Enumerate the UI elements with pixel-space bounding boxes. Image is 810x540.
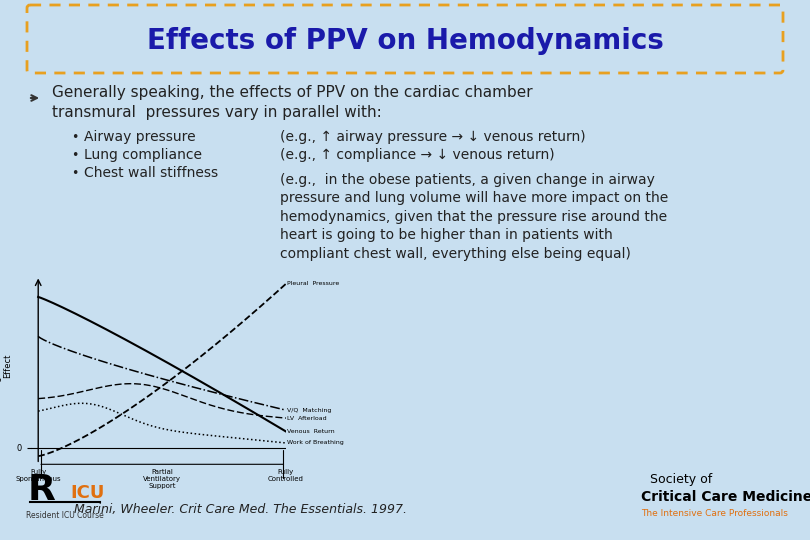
Text: ICU: ICU bbox=[70, 484, 104, 502]
Y-axis label: Magnitude of
Effect: Magnitude of Effect bbox=[0, 338, 12, 394]
Text: (e.g., ↑ airway pressure → ↓ venous return): (e.g., ↑ airway pressure → ↓ venous retu… bbox=[280, 130, 586, 144]
Text: V/Q  Matching: V/Q Matching bbox=[288, 408, 331, 413]
FancyBboxPatch shape bbox=[27, 5, 783, 73]
Text: Critical Care Medicine: Critical Care Medicine bbox=[641, 490, 810, 504]
Text: Society of: Society of bbox=[650, 474, 712, 487]
Text: •: • bbox=[71, 166, 79, 179]
Text: Partial
Ventilatory
Support: Partial Ventilatory Support bbox=[143, 469, 181, 489]
Text: Venous  Return: Venous Return bbox=[288, 429, 335, 434]
Text: LV  Afterload: LV Afterload bbox=[288, 416, 326, 421]
Text: R: R bbox=[28, 473, 56, 507]
Text: •: • bbox=[71, 148, 79, 161]
Text: transmural  pressures vary in parallel with:: transmural pressures vary in parallel wi… bbox=[52, 105, 382, 120]
Text: (e.g.,  in the obese patients, a given change in airway
pressure and lung volume: (e.g., in the obese patients, a given ch… bbox=[280, 173, 668, 261]
Text: (e.g., ↑ compliance → ↓ venous return): (e.g., ↑ compliance → ↓ venous return) bbox=[280, 148, 555, 162]
Text: Generally speaking, the effects of PPV on the cardiac chamber: Generally speaking, the effects of PPV o… bbox=[52, 85, 533, 100]
Text: Marini, Wheeler. Crit Care Med. The Essentials. 1997.: Marini, Wheeler. Crit Care Med. The Esse… bbox=[74, 503, 407, 516]
Text: Resident ICU Course: Resident ICU Course bbox=[26, 510, 104, 519]
Text: Effects of PPV on Hemodynamics: Effects of PPV on Hemodynamics bbox=[147, 27, 663, 55]
Text: Work of Breathing: Work of Breathing bbox=[288, 441, 344, 446]
Text: Fully
Spontaneous: Fully Spontaneous bbox=[15, 469, 61, 482]
Text: Lung compliance: Lung compliance bbox=[84, 148, 202, 162]
Text: Fully
Controlled: Fully Controlled bbox=[268, 469, 304, 482]
Text: •: • bbox=[71, 131, 79, 144]
Text: Airway pressure: Airway pressure bbox=[84, 130, 196, 144]
Text: The Intensive Care Professionals: The Intensive Care Professionals bbox=[641, 509, 788, 517]
Text: Pleural  Pressure: Pleural Pressure bbox=[288, 281, 339, 286]
Text: Chest wall stiffness: Chest wall stiffness bbox=[84, 166, 218, 180]
